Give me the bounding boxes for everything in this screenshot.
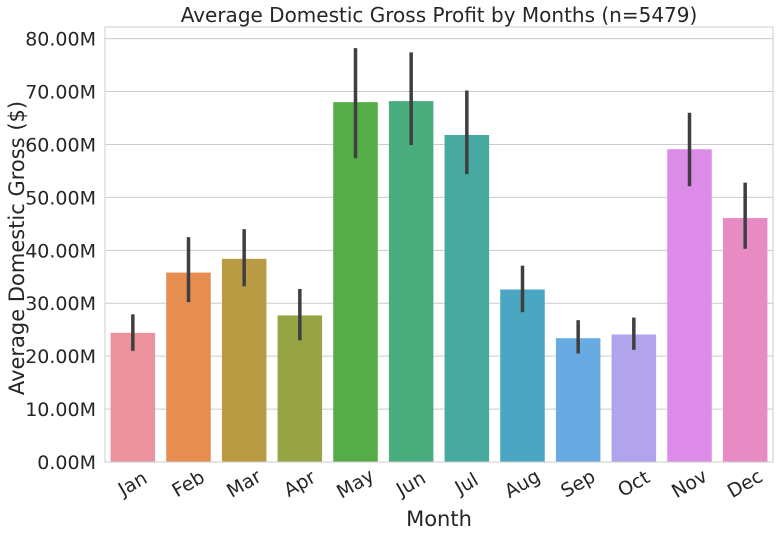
bar-aug [500,289,545,462]
y-tick-label: 70.00M [25,82,96,104]
bar-jul [444,134,490,462]
x-tick-labels: Jan Feb Mar Apr May Jun Jul Aug Sep Oct Nov Dec [114,465,767,504]
y-tick-labels: 0.00M 10.00M 20.00M 30.00M 40.00M 50.00M 60.00… [25,29,96,474]
bar-jan [110,332,156,462]
x-tick-label: Dec [724,465,767,502]
bar-sep [555,338,601,462]
x-tick-label: Jun [392,467,430,501]
x-tick-label: Nov [668,465,711,503]
y-tick-label: 20.00M [25,346,96,368]
plot-frame [104,26,774,463]
bar-feb [166,272,211,462]
bar-oct [611,334,657,462]
y-axis-label: Average Domestic Gross ($) [5,101,29,395]
bar-nov [667,149,712,463]
y-tick-label: 50.00M [25,187,96,209]
y-tick-label: 80.00M [25,29,96,51]
x-axis-label: Month [406,507,472,531]
x-tick-label: Jul [451,469,483,500]
bars [110,101,768,463]
x-tick-label: Apr [280,466,320,502]
bar-dec [722,218,768,462]
y-tick-label: 10.00M [25,399,96,421]
y-tick-label: 60.00M [25,134,96,156]
x-tick-label: Oct [614,466,653,501]
error-bars [131,48,747,354]
bar-may [333,102,378,462]
chart-title: Average Domestic Gross Profit by Months … [181,3,698,27]
y-tick-label: 30.00M [25,293,96,315]
x-tick-label: Feb [168,466,208,502]
bar-mar [221,258,267,462]
y-tick-label: 40.00M [25,240,96,262]
x-tick-label: Aug [501,465,544,503]
x-tick-label: Sep [557,466,599,503]
x-tick-label: Mar [223,465,265,502]
x-tick-label: Jan [114,467,151,501]
bar-jun [388,101,434,463]
y-tick-label: 0.00M [37,452,96,474]
x-tick-label: May [333,465,378,504]
